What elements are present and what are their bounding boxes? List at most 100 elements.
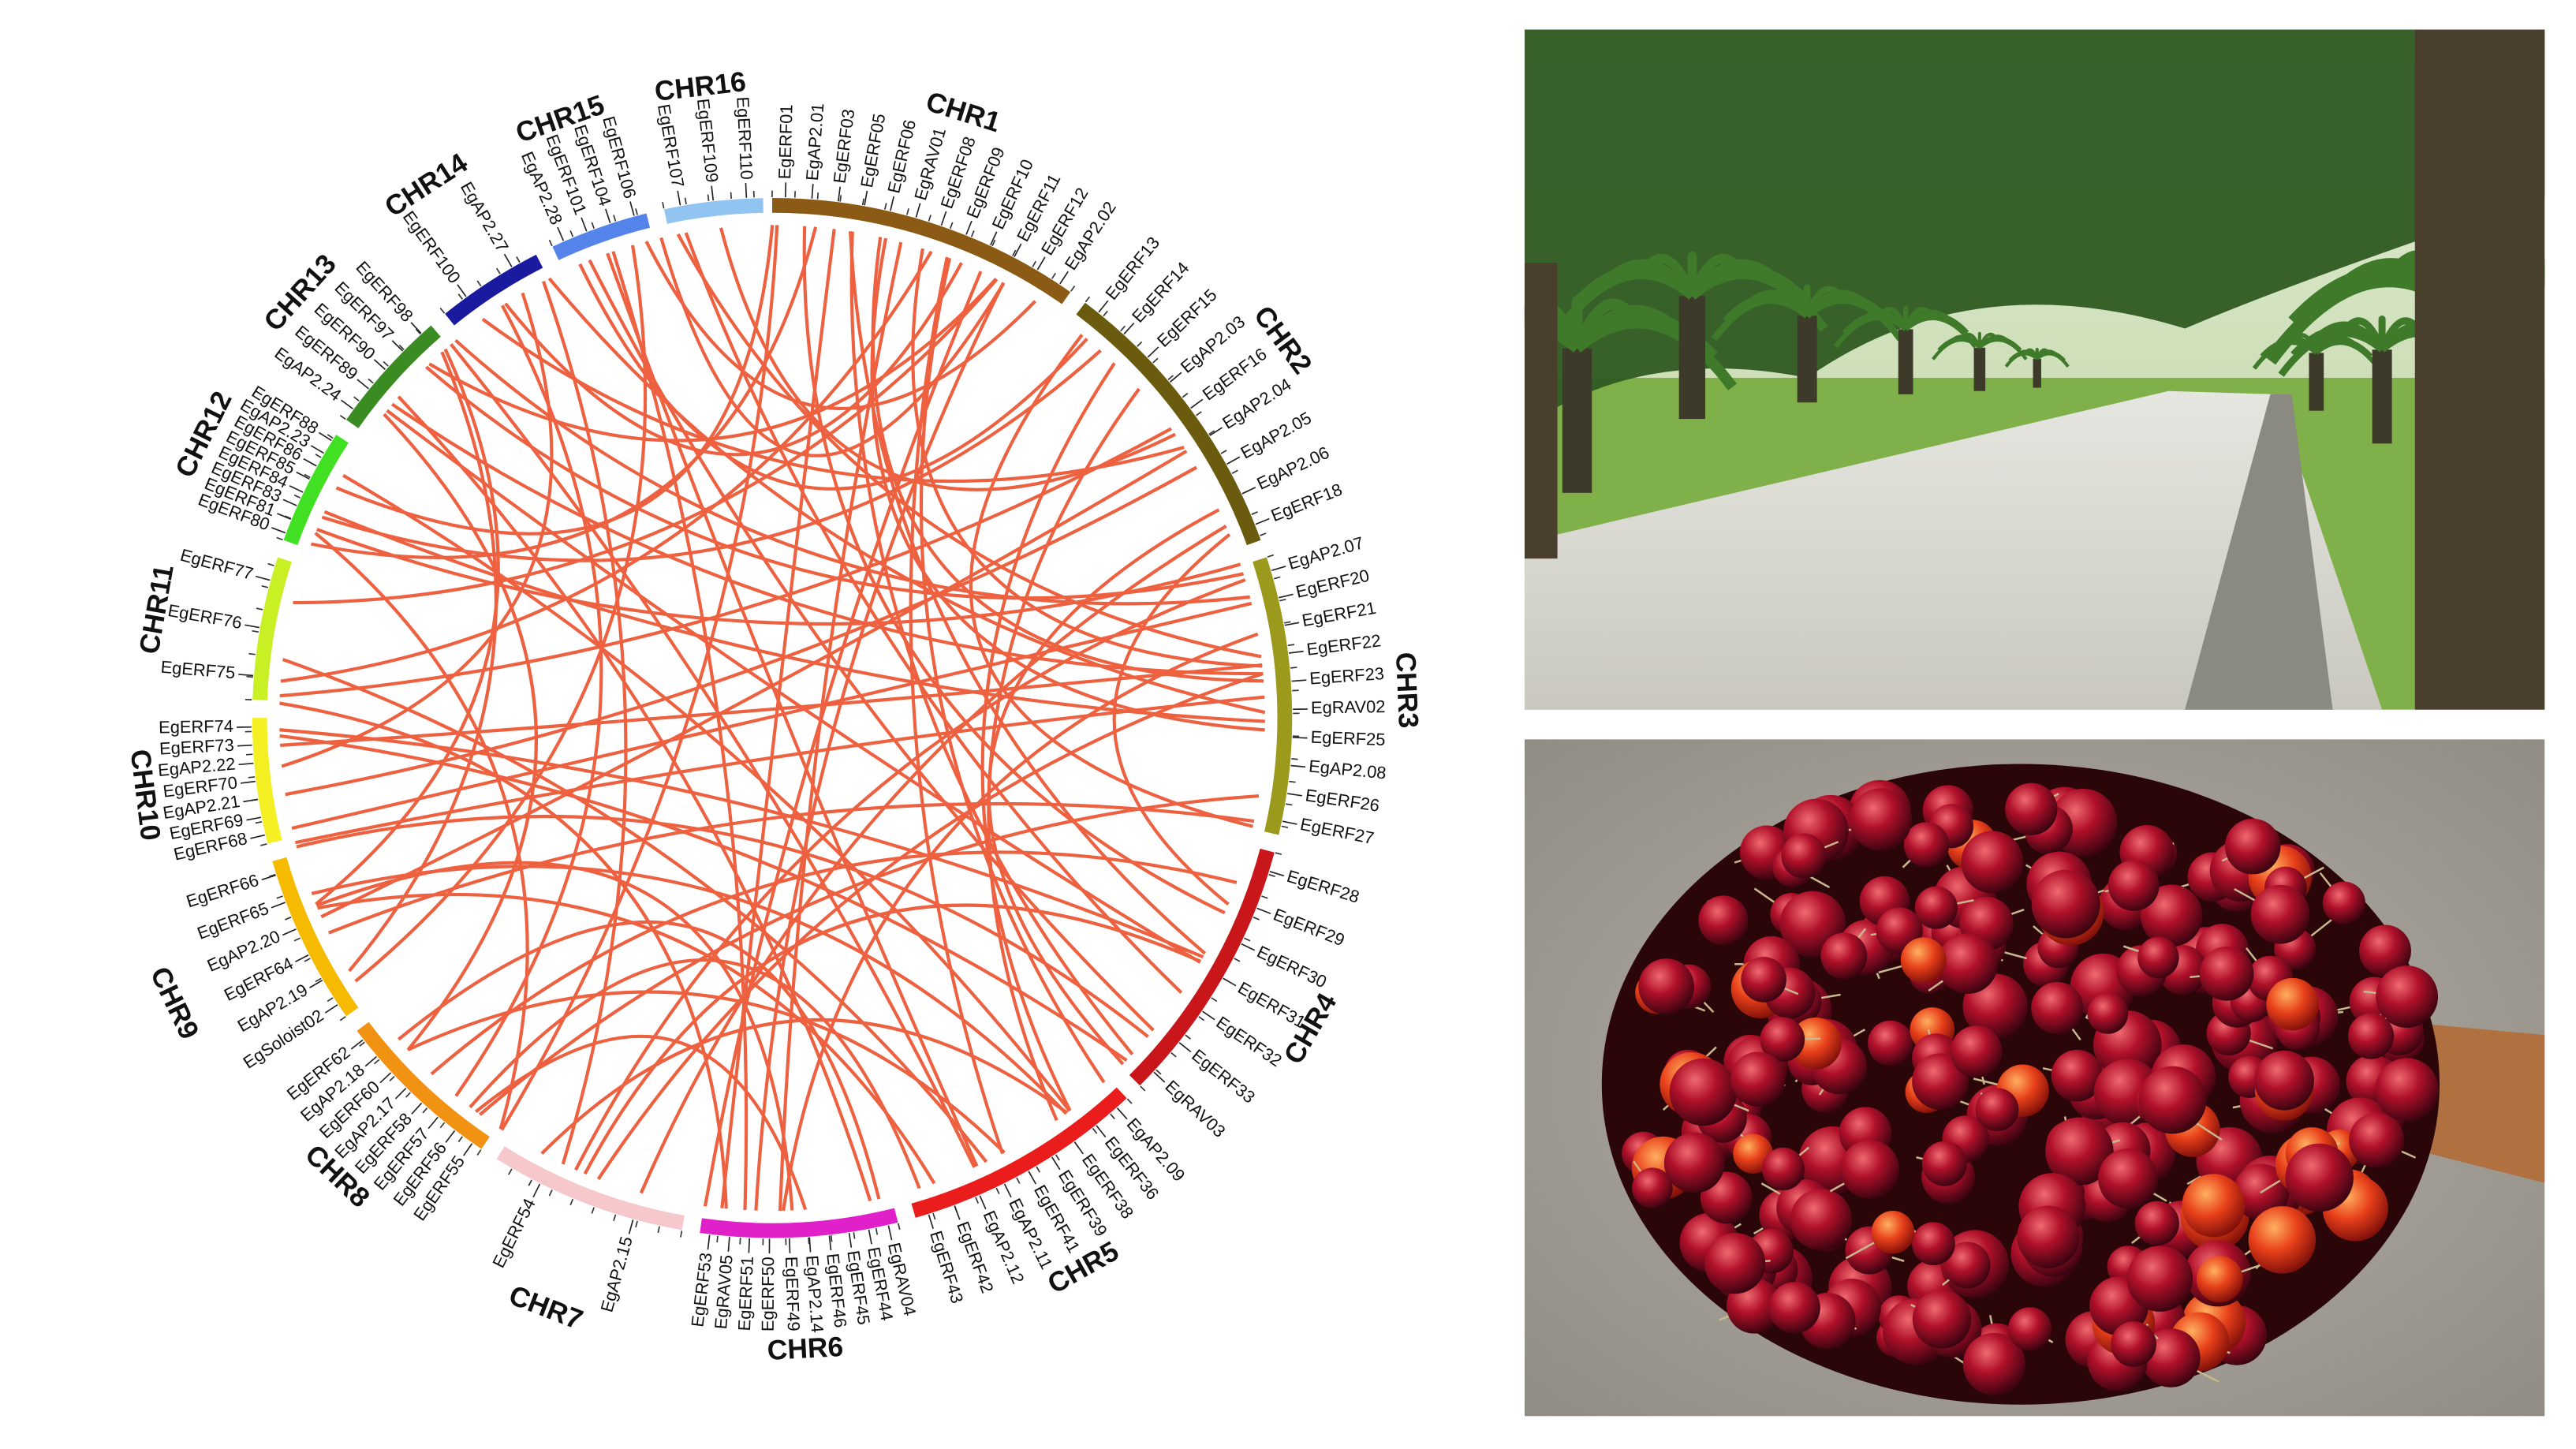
gene-tick	[240, 780, 256, 784]
gene-tick	[271, 902, 286, 909]
link	[317, 893, 936, 1185]
scale-tick	[970, 230, 975, 237]
fruit	[2140, 884, 2203, 947]
gene-tick	[887, 1225, 893, 1241]
fruit	[2266, 977, 2319, 1031]
gene-tick	[1051, 1156, 1061, 1171]
link	[909, 256, 1005, 1155]
link	[279, 728, 1204, 959]
link	[719, 227, 1176, 491]
fruit	[1698, 895, 1749, 946]
trunk	[1898, 329, 1913, 394]
fruit	[1781, 833, 1827, 879]
link	[644, 241, 1037, 410]
frond	[1805, 297, 1903, 342]
gene-tick	[261, 874, 276, 881]
scale-tick	[1274, 576, 1281, 580]
chromosome-arc	[346, 325, 441, 428]
scale-tick	[339, 415, 346, 420]
gene-tick	[1116, 1107, 1128, 1120]
scale-tick	[1152, 357, 1159, 364]
link	[540, 1018, 1069, 1155]
gene-tick	[394, 1087, 407, 1100]
scale-tick	[1244, 937, 1251, 942]
gene-label: EgERF32	[1212, 1012, 1285, 1070]
scale-tick	[707, 194, 710, 201]
fruit	[2007, 1307, 2052, 1351]
scale-tick	[830, 1235, 833, 1242]
gene-tick	[848, 1233, 853, 1248]
chromosome-label: CHR9	[144, 962, 206, 1044]
scale-tick	[853, 1232, 856, 1239]
link	[296, 815, 1149, 1038]
fruit	[2031, 869, 2100, 939]
chromosome-arc	[445, 254, 543, 326]
scale-tick	[1185, 1034, 1191, 1040]
scale-tick	[315, 454, 322, 458]
scale-tick	[422, 1107, 428, 1114]
fruit	[2376, 965, 2439, 1028]
scale-tick	[260, 843, 267, 846]
scale-tick	[246, 675, 253, 678]
gene-label: EgERF30	[1254, 942, 1330, 992]
scale-tick	[516, 256, 521, 263]
scale-tick	[1281, 825, 1289, 828]
scale-tick	[293, 494, 301, 499]
gene-tick	[1014, 243, 1022, 258]
scale-tick	[1208, 430, 1215, 435]
link	[428, 278, 998, 443]
gene-label: EgERF20	[1294, 566, 1371, 602]
fruit	[2098, 1148, 2159, 1209]
gene-tick	[245, 624, 259, 629]
scale-tick	[359, 1041, 365, 1048]
scale-tick	[339, 1016, 346, 1021]
gene-tick	[965, 220, 973, 235]
chromosome-arc	[357, 1021, 490, 1149]
gene-tick	[1028, 1171, 1037, 1185]
scale-tick	[613, 1214, 617, 1222]
scale-tick	[315, 977, 322, 983]
trunk	[1562, 348, 1592, 493]
frond	[1642, 253, 1697, 298]
scale-tick	[730, 192, 733, 200]
link	[676, 233, 1262, 659]
gene-tick	[1170, 372, 1182, 383]
link	[639, 525, 1227, 1194]
scale-tick	[246, 753, 253, 756]
gene-tick	[1226, 456, 1241, 465]
gene-tick	[532, 1183, 541, 1198]
link	[315, 348, 500, 906]
fruit	[2254, 1050, 2314, 1111]
scale-tick	[457, 293, 463, 300]
scale-tick	[591, 222, 595, 230]
gene-tick	[1291, 679, 1307, 682]
link	[849, 231, 1207, 955]
palm-road-photo	[1524, 29, 2545, 710]
trunk	[1973, 347, 1986, 391]
gene-tick	[295, 954, 309, 963]
chromosome-arc	[252, 557, 292, 700]
scale-tick	[1137, 341, 1143, 347]
scale-tick	[267, 562, 274, 566]
scale-tick	[950, 222, 954, 230]
fruit	[2349, 1112, 2405, 1168]
gene-tick	[581, 217, 588, 232]
gene-tick	[250, 834, 265, 839]
scale-tick	[548, 1189, 553, 1197]
gene-label: EgERF75	[160, 657, 237, 683]
gene-tick	[915, 203, 921, 218]
scale-tick	[808, 1237, 810, 1245]
scale-tick	[591, 1207, 595, 1214]
gene-tick	[1287, 793, 1302, 797]
left-trunk	[1524, 263, 1558, 559]
chromosome-arc	[496, 1146, 685, 1231]
fruit	[1663, 1132, 1725, 1193]
gene-tick	[243, 798, 259, 803]
gene-tick	[711, 185, 715, 201]
fruit	[1871, 1211, 1915, 1254]
gene-tick	[318, 431, 332, 442]
link	[390, 402, 1264, 676]
link	[323, 510, 1265, 723]
gene-tick	[255, 575, 271, 581]
